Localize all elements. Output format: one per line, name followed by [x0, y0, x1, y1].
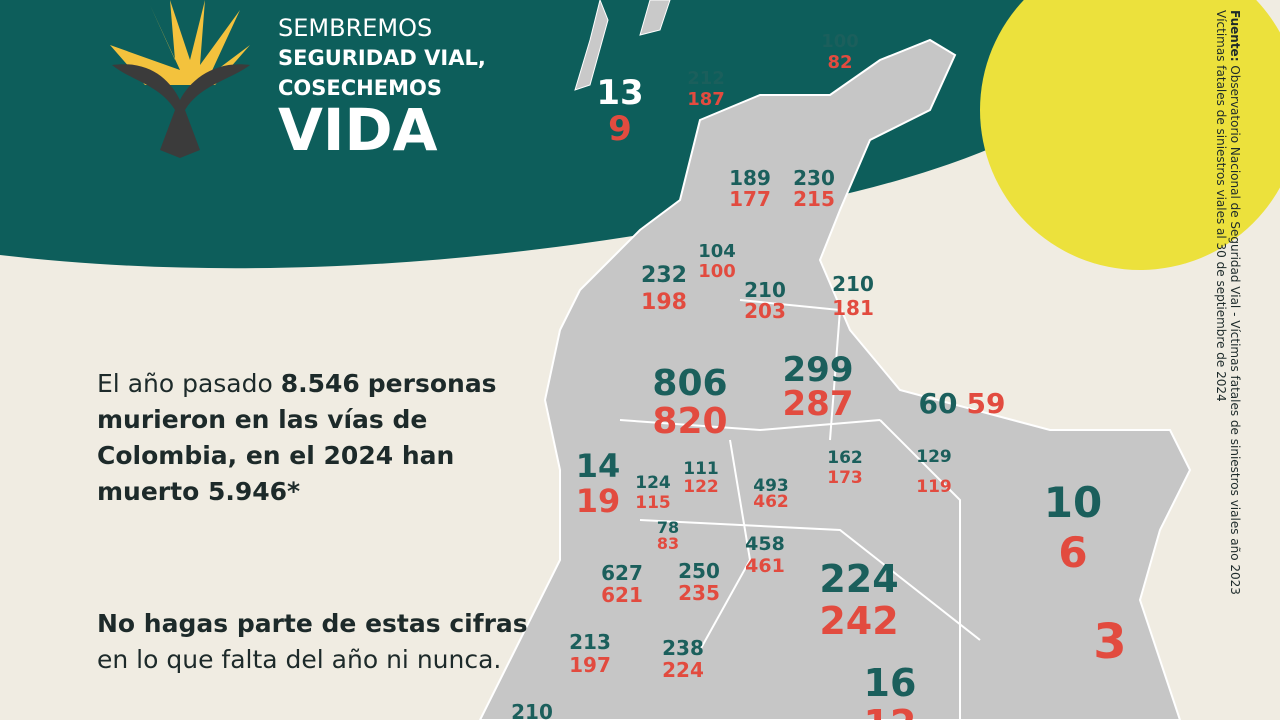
- text: No hagas parte de estas cifras: [97, 609, 528, 638]
- value-2023: 493: [753, 476, 789, 496]
- header-text: COSECHEMOS: [278, 76, 442, 100]
- value-2023: 232: [641, 263, 687, 288]
- value-2024: 215: [793, 187, 835, 211]
- value-2023: 299: [782, 350, 854, 390]
- value-2023: 230: [793, 166, 835, 190]
- value-2024: 3: [1093, 614, 1127, 670]
- value-2024: 12: [864, 705, 917, 720]
- value-2023: 13: [596, 73, 644, 113]
- value-2023: 458: [745, 533, 785, 555]
- header-text: SEMBREMOS: [278, 14, 433, 42]
- value-2024: 119: [916, 477, 952, 497]
- value-2024: 287: [782, 384, 854, 424]
- value-2024: 181: [832, 296, 874, 320]
- value-2024: 242: [819, 599, 899, 643]
- value-2024: 100: [698, 261, 736, 282]
- value-2023: 10: [1043, 478, 1103, 527]
- value-2024: 115: [635, 493, 671, 513]
- message: No hagas parte de estas cifras en lo que…: [97, 606, 557, 678]
- value-2024: 187: [687, 89, 725, 110]
- value-2024: 6: [1058, 528, 1088, 577]
- yellow-circle: [980, 0, 1280, 270]
- text: 8.546: [280, 369, 360, 398]
- value-2024: 82: [827, 52, 853, 73]
- value-2024: 122: [683, 477, 719, 497]
- value-2023: 162: [827, 448, 863, 468]
- text: Observatorio Nacional de Seguridad Vial …: [1228, 65, 1242, 595]
- value-2023: 78: [656, 518, 680, 537]
- island: [639, 0, 671, 36]
- value-2024: 820: [652, 401, 728, 442]
- value-2024: 235: [678, 581, 720, 605]
- text: Fuente:: [1228, 10, 1242, 62]
- source: Fuente: Observatorio Nacional de Segurid…: [1214, 10, 1242, 650]
- value-2023: 104: [698, 241, 736, 262]
- value-2024: 461: [745, 555, 785, 577]
- island: [574, 0, 609, 91]
- value-2023: 189: [729, 166, 771, 190]
- header-text: SEGURIDAD VIAL,: [278, 46, 486, 70]
- value-2023: 210: [511, 700, 553, 720]
- text: personas murieron en las vías de Colombi…: [97, 369, 497, 506]
- text: Víctimas fatales de siniestros viales al…: [1214, 10, 1228, 402]
- value-2023: 16: [863, 661, 917, 705]
- value-2023: 129: [916, 447, 952, 467]
- message: El año pasado 8.546 personas murieron en…: [97, 366, 557, 510]
- value-2023: 14: [575, 447, 621, 485]
- value-2024: 177: [729, 187, 771, 211]
- map-borders: [619, 299, 981, 720]
- header-title: VIDA: [278, 96, 438, 164]
- value-2024: 173: [827, 468, 863, 488]
- value-2023: 212: [687, 68, 725, 89]
- value-2023: 213: [569, 630, 611, 654]
- value-2023: 250: [678, 559, 720, 583]
- value-2023: 806: [652, 363, 728, 404]
- value-2023: 238: [662, 636, 704, 660]
- value-2023: 100: [821, 31, 859, 52]
- value-2024: 621: [601, 583, 643, 607]
- value-2024: 462: [753, 492, 789, 512]
- value-2024: 224: [662, 658, 704, 682]
- value-2023: 210: [832, 272, 874, 296]
- value-2023: 124: [635, 473, 671, 493]
- text: El año pasado: [97, 369, 273, 398]
- value-2024: 197: [569, 653, 611, 677]
- logo: [110, 0, 250, 158]
- value-2024: 203: [744, 299, 786, 323]
- value-2024: 9: [608, 109, 632, 149]
- value-2023: 224: [819, 557, 899, 601]
- value-2024: 19: [575, 482, 621, 520]
- value-2023: 60: [918, 387, 958, 420]
- text: en lo que falta del año ni nunca.: [97, 645, 502, 674]
- value-2023: 111: [683, 459, 719, 479]
- value-2024: 59: [966, 387, 1006, 420]
- value-2024: 198: [641, 290, 687, 315]
- value-2024: 83: [656, 534, 680, 553]
- value-2023: 627: [601, 561, 643, 585]
- value-2023: 210: [744, 278, 786, 302]
